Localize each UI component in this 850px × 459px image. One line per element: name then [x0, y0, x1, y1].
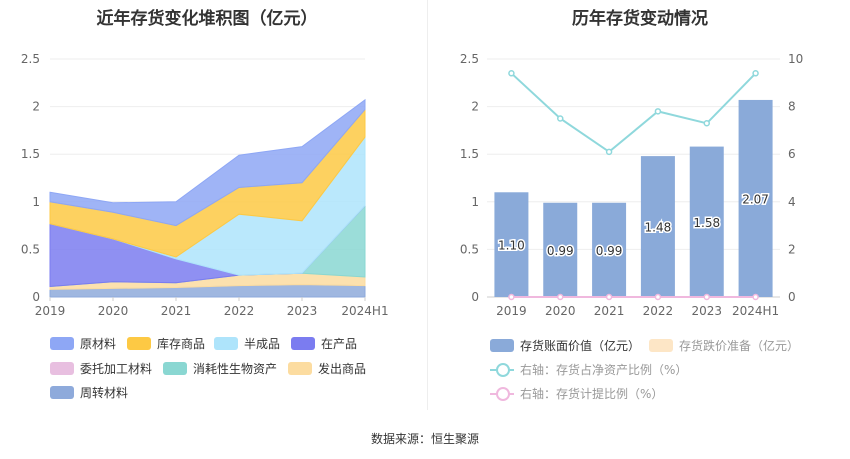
bar-2024H1 [738, 99, 773, 297]
right-y-tick-label: 2 [471, 100, 479, 114]
bar-value-label: 1.58 [693, 216, 720, 230]
legend-label: 委托加工材料 [80, 362, 153, 376]
legend-item[interactable]: 存货账面价值（亿元） [490, 337, 640, 354]
legend-item[interactable]: 存货跌价准备（亿元） [649, 337, 799, 354]
left-y-tick-label: 2.5 [21, 52, 40, 66]
left-y-tick-label: 0 [32, 290, 40, 304]
right-y2-tick-label: 2 [788, 242, 796, 256]
bar-2020 [543, 202, 578, 297]
bar-value-label: 1.10 [498, 239, 525, 253]
left-x-tick-label: 2021 [161, 304, 192, 318]
legend-label: 右轴：存货计提比例（%） [520, 387, 664, 401]
left-x-tick-label: 2024H1 [341, 304, 388, 318]
legend-swatch [50, 362, 74, 375]
left-y-tick-label: 0.5 [21, 242, 40, 256]
right-y2-tick-label: 4 [788, 195, 796, 209]
legend-label: 周转材料 [80, 386, 129, 400]
line-point-0 [703, 120, 710, 127]
right-y-tick-label: 0.5 [460, 242, 479, 256]
area-series-7 [49, 98, 366, 227]
line-point-0 [654, 108, 662, 115]
legend-swatch [50, 386, 74, 399]
left-x-tick-label: 2023 [287, 304, 318, 318]
left-x-tick-label: 2022 [224, 304, 255, 318]
line-point-0 [605, 148, 613, 156]
legend-item[interactable]: 委托加工材料 [50, 360, 152, 377]
right-y-tick-label: 1.5 [460, 147, 479, 161]
line-point-0 [752, 70, 759, 77]
line-series-0 [510, 72, 757, 154]
legend-swatch [649, 339, 673, 352]
bar-2019 [494, 192, 529, 297]
legend-item[interactable]: 右轴：存货占净资产比例（%） [490, 361, 687, 378]
line-point-1 [752, 293, 759, 301]
right-y2-tick-label: 8 [788, 100, 796, 114]
right-x-tick-label: 2022 [643, 304, 674, 318]
right-y-tick-label: 2.5 [460, 52, 479, 66]
legend-swatch [288, 362, 312, 375]
panel-divider [427, 0, 428, 410]
bar-value-label: 0.99 [596, 244, 623, 258]
data-source: 数据来源：恒生聚源 [370, 432, 479, 446]
left-y-tick-label: 1.5 [21, 147, 40, 161]
legend-label: 原材料 [80, 337, 117, 351]
legend-label: 存货账面价值（亿元） [520, 339, 641, 353]
right-x-tick-label: 2024H1 [732, 304, 779, 318]
left-chart-title: 近年存货变化堆积图（亿元） [96, 9, 318, 29]
right-y2-tick-label: 6 [788, 147, 796, 161]
line-point-1 [557, 293, 564, 301]
legend-label: 右轴：存货占净资产比例（%） [520, 363, 688, 377]
legend-item[interactable]: 原材料 [50, 335, 116, 352]
legend-item[interactable]: 库存商品 [127, 335, 205, 352]
line-point-0 [557, 115, 564, 122]
bar-2021 [592, 202, 627, 297]
legend-item[interactable]: 半成品 [214, 335, 280, 352]
legend-swatch [163, 362, 187, 375]
line-point-0 [508, 70, 515, 77]
legend-label: 在产品 [321, 337, 358, 351]
legend-swatch [214, 337, 238, 350]
legend-item[interactable]: 周转材料 [50, 384, 128, 401]
legend-label: 库存商品 [157, 337, 206, 351]
line-point-1 [703, 293, 710, 301]
legend-swatch [490, 339, 514, 352]
line-point-1 [605, 293, 613, 301]
left-x-tick-label: 2020 [98, 304, 129, 318]
legend-label: 消耗性生物资产 [193, 362, 278, 376]
right-y-tick-label: 1 [471, 195, 479, 209]
line-point-1 [654, 293, 662, 301]
bar-value-label: 2.07 [742, 192, 769, 206]
legend-item[interactable]: 消耗性生物资产 [163, 360, 277, 377]
legend-label: 存货跌价准备（亿元） [679, 339, 800, 353]
legend-swatch [127, 337, 151, 350]
legend-line-swatch [490, 363, 514, 377]
right-x-tick-label: 2023 [691, 304, 722, 318]
left-y-tick-label: 2 [32, 100, 40, 114]
right-x-tick-label: 2021 [594, 304, 625, 318]
legend-marker [496, 387, 510, 401]
legend-item[interactable]: 右轴：存货计提比例（%） [490, 385, 663, 402]
right-chart-title: 历年存货变动情况 [572, 9, 708, 29]
bar-value-label: 0.99 [547, 244, 574, 258]
legend-swatch [291, 337, 315, 350]
bar-2023 [689, 146, 724, 297]
left-x-tick-label: 2019 [35, 304, 66, 318]
legend-swatch [50, 337, 74, 350]
bar-2022 [640, 156, 675, 297]
legend-label: 半成品 [244, 337, 281, 351]
right-x-tick-label: 2019 [496, 304, 527, 318]
left-y-tick-label: 1 [32, 195, 40, 209]
right-y-tick-label: 0 [471, 290, 479, 304]
right-x-tick-label: 2020 [545, 304, 576, 318]
right-y2-tick-label: 0 [788, 290, 796, 304]
line-point-1 [508, 293, 515, 301]
legend-line-swatch [490, 387, 514, 401]
bar-value-label: 1.48 [645, 221, 672, 235]
legend-item[interactable]: 在产品 [291, 335, 357, 352]
legend-marker [496, 363, 510, 377]
legend-label: 发出商品 [318, 362, 367, 376]
legend-item[interactable]: 发出商品 [288, 360, 366, 377]
right-y2-tick-label: 10 [788, 52, 803, 66]
